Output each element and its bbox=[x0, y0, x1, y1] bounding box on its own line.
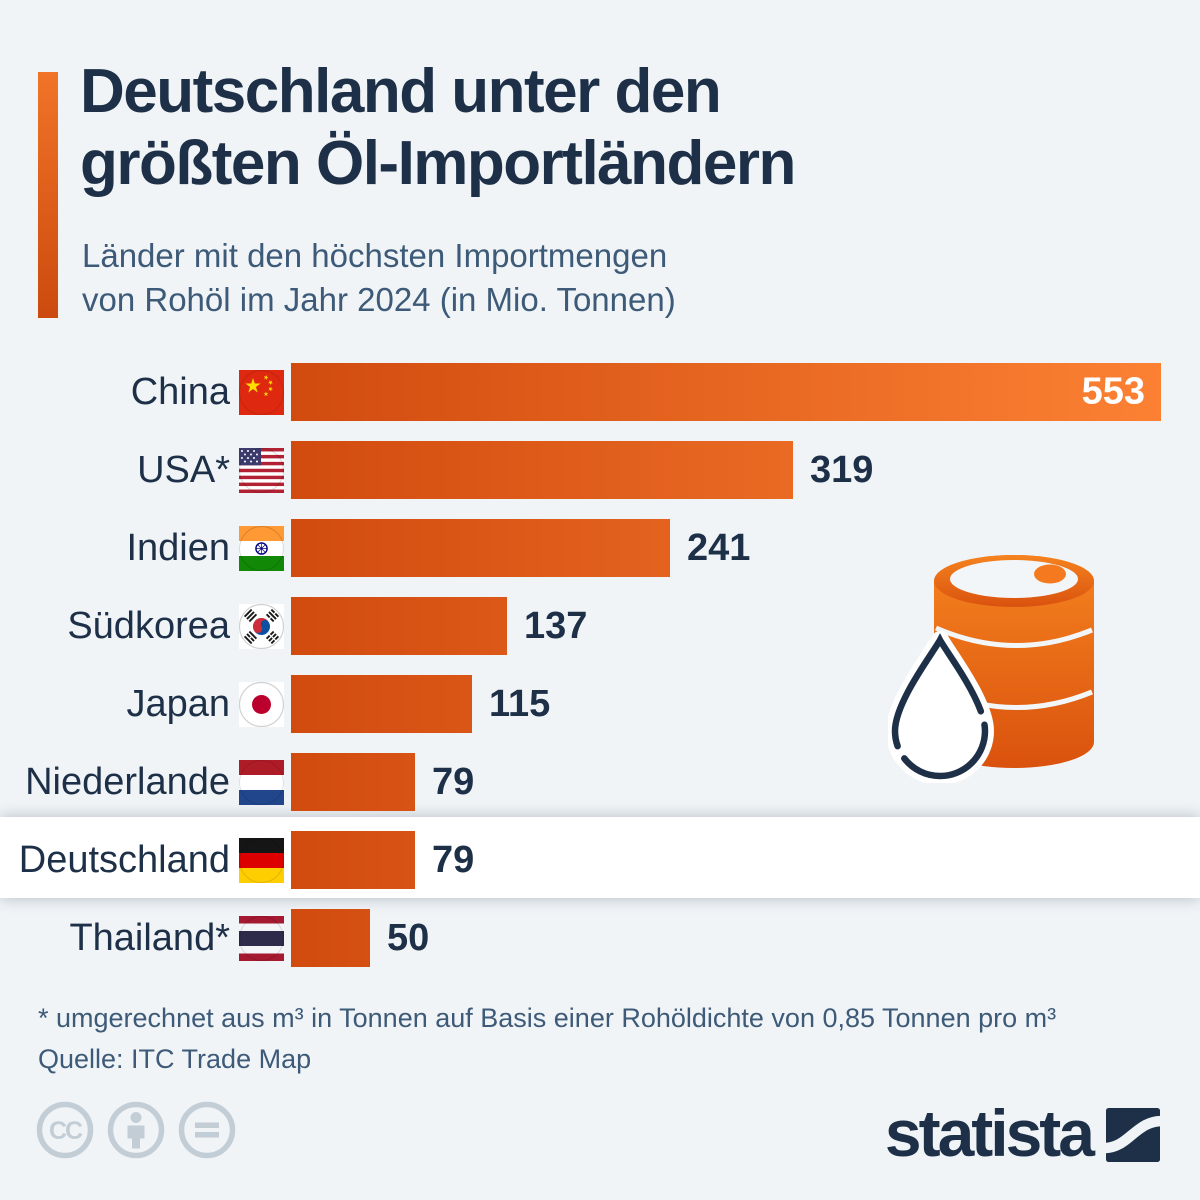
svg-text:CC: CC bbox=[49, 1117, 83, 1145]
bar-chart: China 553 USA* bbox=[0, 353, 1200, 977]
chart-row-japan: Japan 115 bbox=[0, 665, 1200, 743]
license-icons: CC bbox=[36, 1101, 236, 1159]
page-subtitle: Länder mit den höchsten Importmengen von… bbox=[82, 237, 676, 318]
attribution-icon bbox=[107, 1101, 165, 1159]
value-label: 79 bbox=[432, 838, 475, 881]
statista-logo-text: statista bbox=[884, 1096, 1095, 1170]
value-label: 553 bbox=[1081, 370, 1145, 413]
value-bar bbox=[291, 831, 415, 889]
value-label: 241 bbox=[687, 526, 751, 569]
chart-row-usa: USA* 319 bbox=[0, 431, 1200, 509]
source-line: Quelle: ITC Trade Map bbox=[38, 1044, 312, 1074]
value-bar bbox=[291, 909, 370, 967]
value-label: 79 bbox=[432, 760, 475, 803]
page-title: Deutschland unter den größten Öl-Importl… bbox=[80, 57, 796, 198]
japan-flag-icon bbox=[239, 682, 284, 727]
country-label: Thailand* bbox=[69, 916, 230, 959]
statista-logo-icon bbox=[1106, 1108, 1160, 1162]
oil-droplet-icon bbox=[888, 631, 994, 783]
chart-row-south-korea: Südkorea bbox=[0, 587, 1200, 665]
chart-row-china: China 553 bbox=[0, 353, 1200, 431]
highlight-band-deutschland bbox=[0, 817, 1200, 898]
footer-notes: * umgerechnet aus m³ in Tonnen auf Basis… bbox=[38, 998, 1056, 1080]
thailand-flag-icon bbox=[239, 916, 284, 961]
value-bar bbox=[291, 753, 415, 811]
country-label: Japan bbox=[126, 682, 230, 725]
country-label: China bbox=[130, 370, 230, 413]
country-label: Deutschland bbox=[18, 838, 230, 881]
chart-row-netherlands: Niederlande 79 bbox=[0, 743, 1200, 821]
chart-row-germany: Deutschland 79 bbox=[0, 821, 1200, 899]
value-label: 115 bbox=[489, 682, 551, 725]
chart-row-india: Indien 241 bbox=[0, 509, 1200, 587]
chart-row-thailand: Thailand* 50 bbox=[0, 899, 1200, 977]
value-label: 319 bbox=[810, 448, 874, 491]
value-bar bbox=[291, 597, 507, 655]
no-derivatives-icon bbox=[178, 1101, 236, 1159]
usa-flag-icon bbox=[239, 448, 284, 493]
footnote: * umgerechnet aus m³ in Tonnen auf Basis… bbox=[38, 1003, 1057, 1033]
india-flag-icon bbox=[239, 526, 284, 571]
value-bar bbox=[291, 441, 793, 499]
country-label: USA* bbox=[137, 448, 230, 491]
south-korea-flag-icon bbox=[239, 604, 284, 649]
netherlands-flag-icon bbox=[239, 760, 284, 805]
germany-flag-icon bbox=[239, 838, 284, 883]
value-bar bbox=[291, 675, 472, 733]
country-label: Niederlande bbox=[25, 760, 230, 803]
value-bar: 553 bbox=[291, 363, 1161, 421]
bar-rows: China 553 USA* bbox=[0, 353, 1200, 977]
value-label: 50 bbox=[387, 916, 430, 959]
value-label: 137 bbox=[524, 604, 588, 647]
country-label: Südkorea bbox=[67, 604, 230, 647]
country-label: Indien bbox=[126, 526, 230, 569]
china-flag-icon bbox=[239, 370, 284, 415]
oil-barrel-icon bbox=[888, 555, 1094, 783]
cc-icon: CC bbox=[36, 1101, 94, 1159]
value-bar bbox=[291, 519, 670, 577]
title-accent-bar bbox=[38, 72, 58, 318]
